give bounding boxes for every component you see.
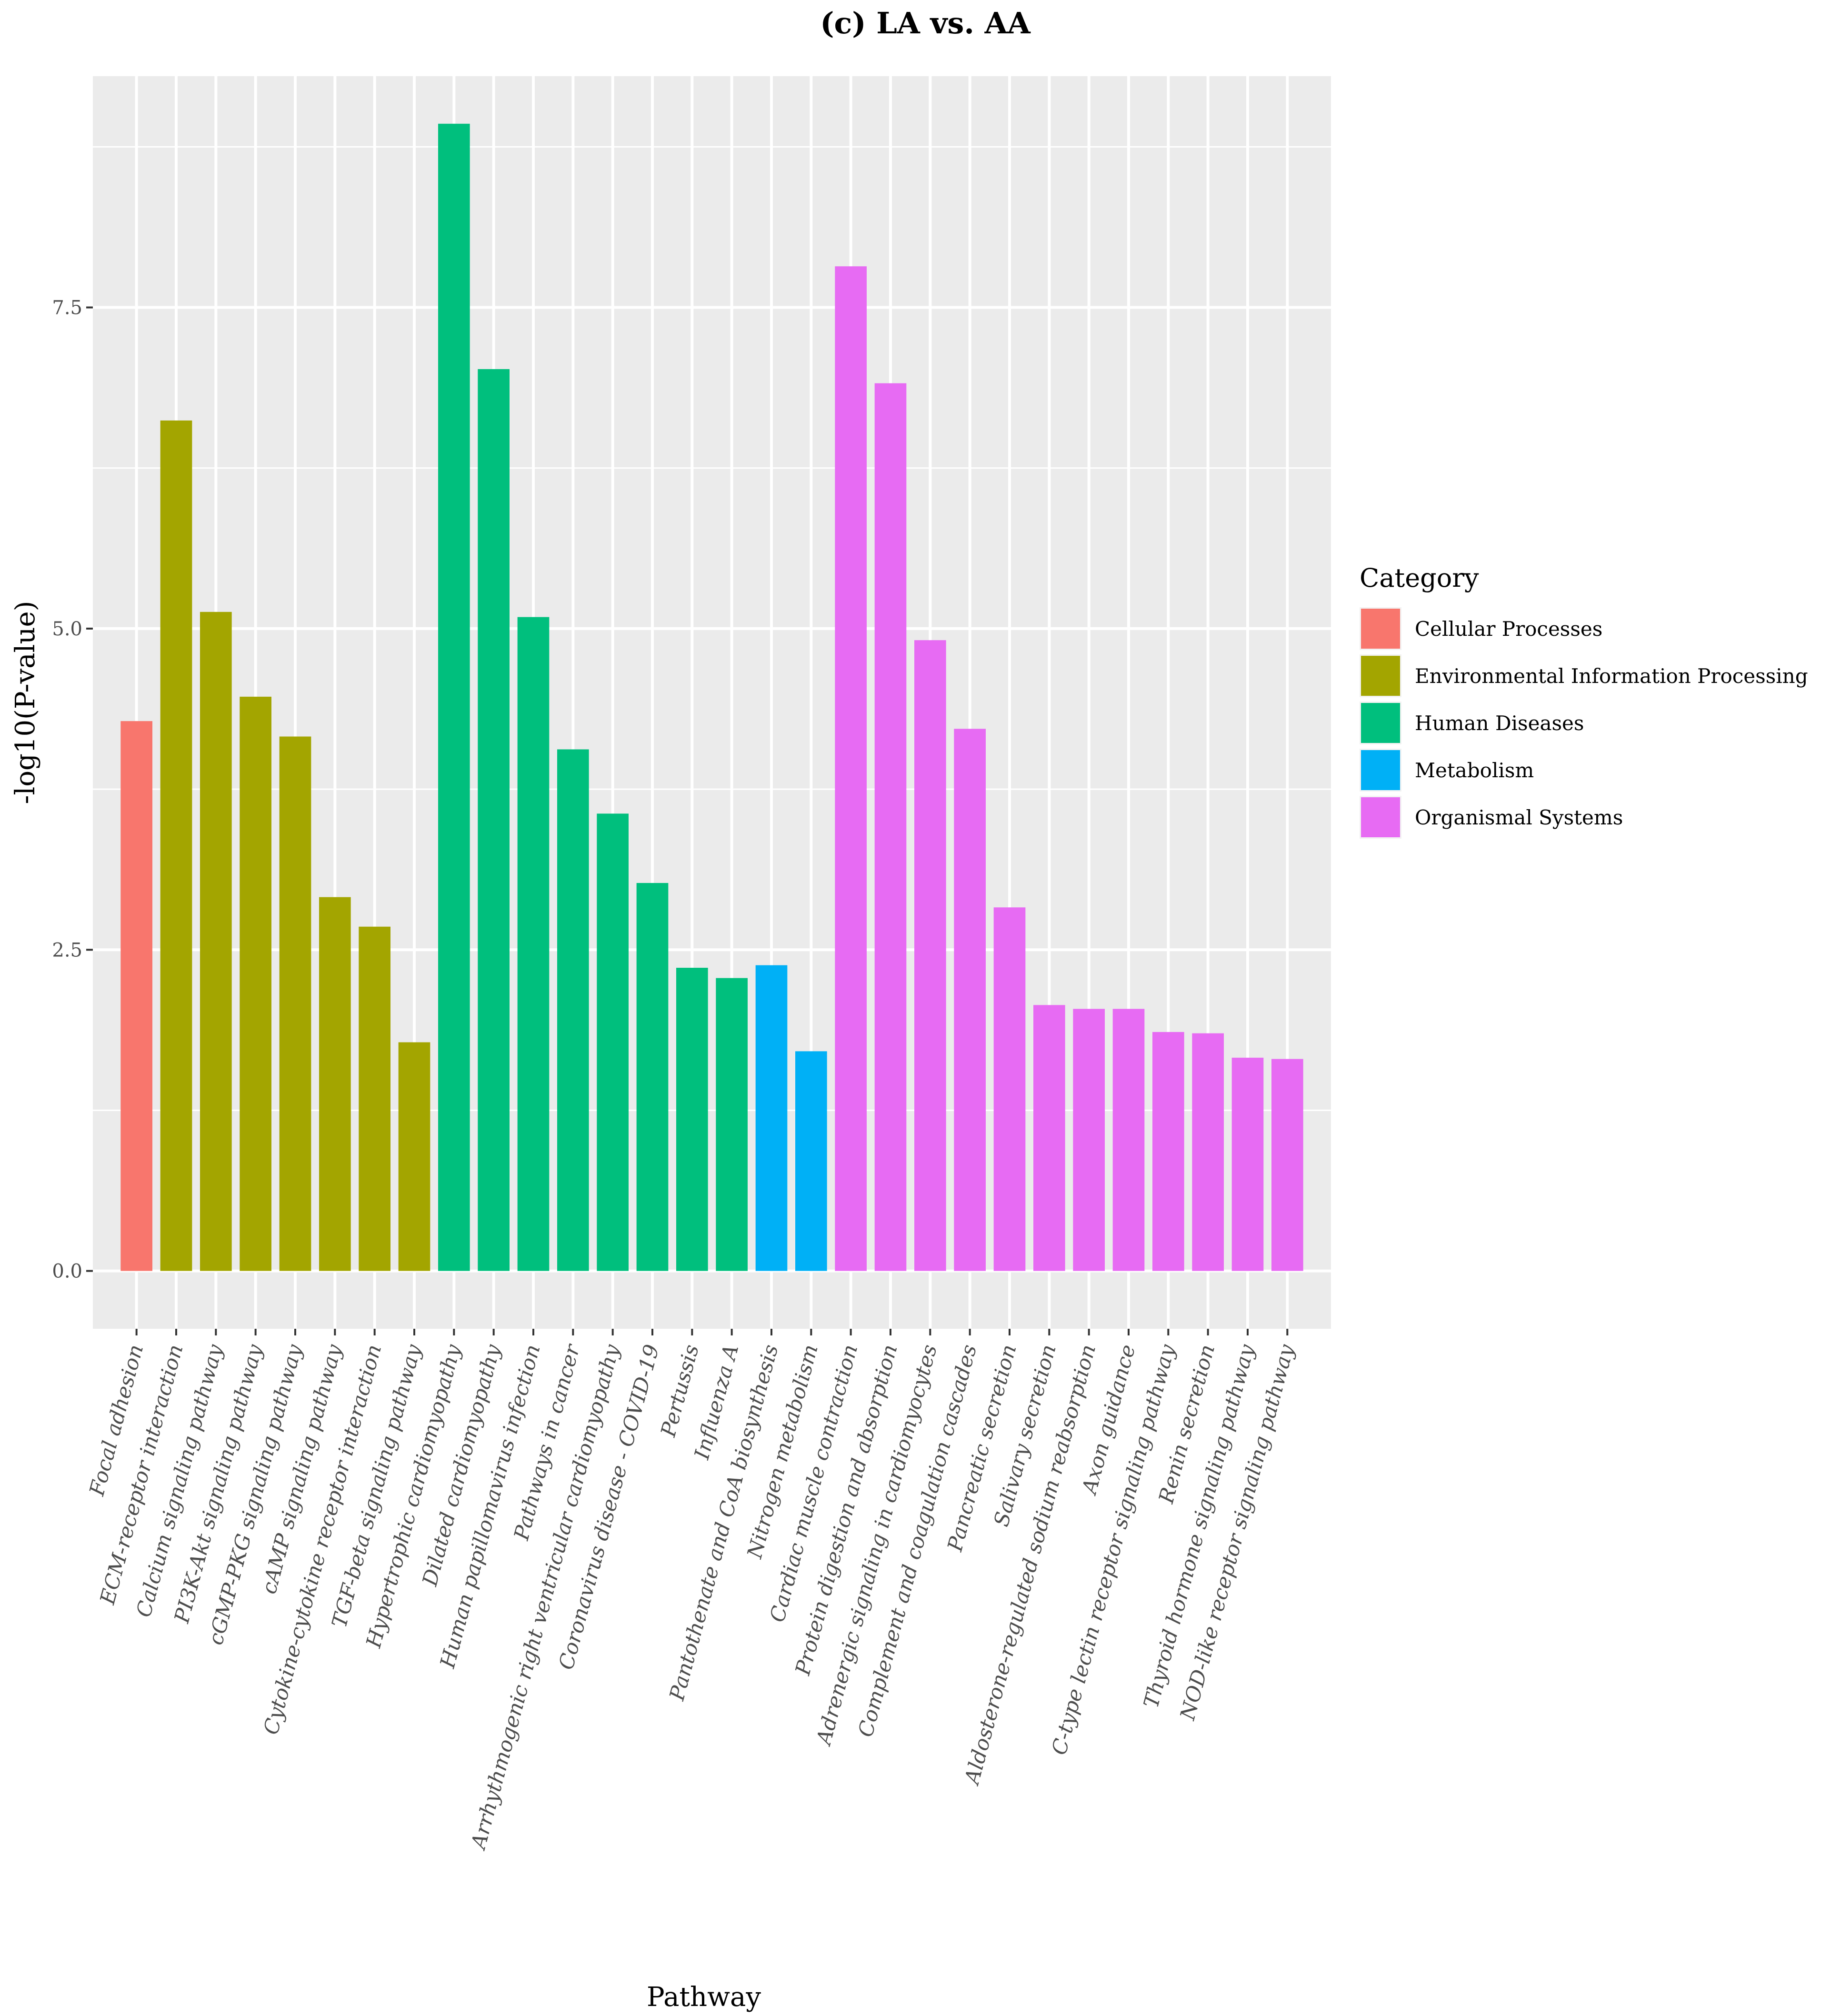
- bar: [874, 383, 907, 1271]
- bar: [636, 883, 669, 1271]
- y-tick-label: 7.5: [52, 297, 82, 319]
- bar: [557, 749, 589, 1271]
- bar: [1033, 1005, 1065, 1271]
- plot-panel: [93, 76, 1331, 1329]
- legend-label: Organismal Systems: [1415, 806, 1623, 829]
- y-tick-label: 0.0: [52, 1261, 82, 1283]
- bar: [478, 369, 510, 1271]
- y-tick-label: 2.5: [52, 939, 82, 961]
- legend-swatch: [1361, 750, 1400, 790]
- bar: [319, 897, 351, 1271]
- x-tick-label: Pertussis: [656, 1342, 704, 1440]
- bar: [1152, 1032, 1184, 1271]
- bar: [359, 926, 390, 1271]
- bar: [279, 736, 311, 1271]
- legend-swatch: [1361, 656, 1400, 696]
- bar: [160, 420, 192, 1271]
- y-axis: 0.0 2.5 5.0 7.5: [52, 297, 93, 1283]
- bar: [240, 696, 271, 1271]
- legend-title: Category: [1360, 563, 1479, 593]
- legend-label: Human Diseases: [1415, 712, 1584, 735]
- bar: [438, 123, 470, 1271]
- legend-swatch: [1361, 703, 1400, 743]
- bar: [835, 266, 867, 1271]
- legend-swatch: [1361, 609, 1400, 649]
- legend-items: Cellular Processes Environmental Informat…: [1360, 607, 1808, 839]
- bar: [716, 978, 748, 1271]
- bar: [200, 612, 232, 1271]
- bar: [914, 640, 946, 1271]
- bar: [517, 617, 550, 1271]
- chart-title: (c) LA vs. AA: [820, 6, 1031, 40]
- bars: [120, 123, 1303, 1271]
- bar: [597, 813, 629, 1271]
- legend-label: Metabolism: [1415, 759, 1534, 782]
- legend-label: Environmental Information Processing: [1415, 664, 1808, 688]
- bar: [1192, 1033, 1224, 1271]
- bar: [398, 1042, 430, 1271]
- legend-label: Cellular Processes: [1415, 617, 1602, 641]
- legend: Category Cellular Processes Environmental…: [1360, 563, 1808, 839]
- bar: [676, 968, 708, 1271]
- bar: [120, 721, 152, 1271]
- x-axis-title: Pathway: [647, 1982, 761, 2013]
- bar: [1231, 1057, 1264, 1271]
- bar: [993, 907, 1026, 1271]
- bar: [755, 965, 788, 1271]
- bar: [1112, 1009, 1145, 1271]
- bar: [795, 1051, 827, 1271]
- y-tick-label: 5.0: [52, 618, 82, 640]
- y-axis-title: -log10(P-value): [10, 601, 41, 804]
- bar: [1073, 1009, 1105, 1271]
- bar: [954, 729, 986, 1271]
- legend-swatch: [1361, 797, 1400, 837]
- bar: [1271, 1059, 1303, 1271]
